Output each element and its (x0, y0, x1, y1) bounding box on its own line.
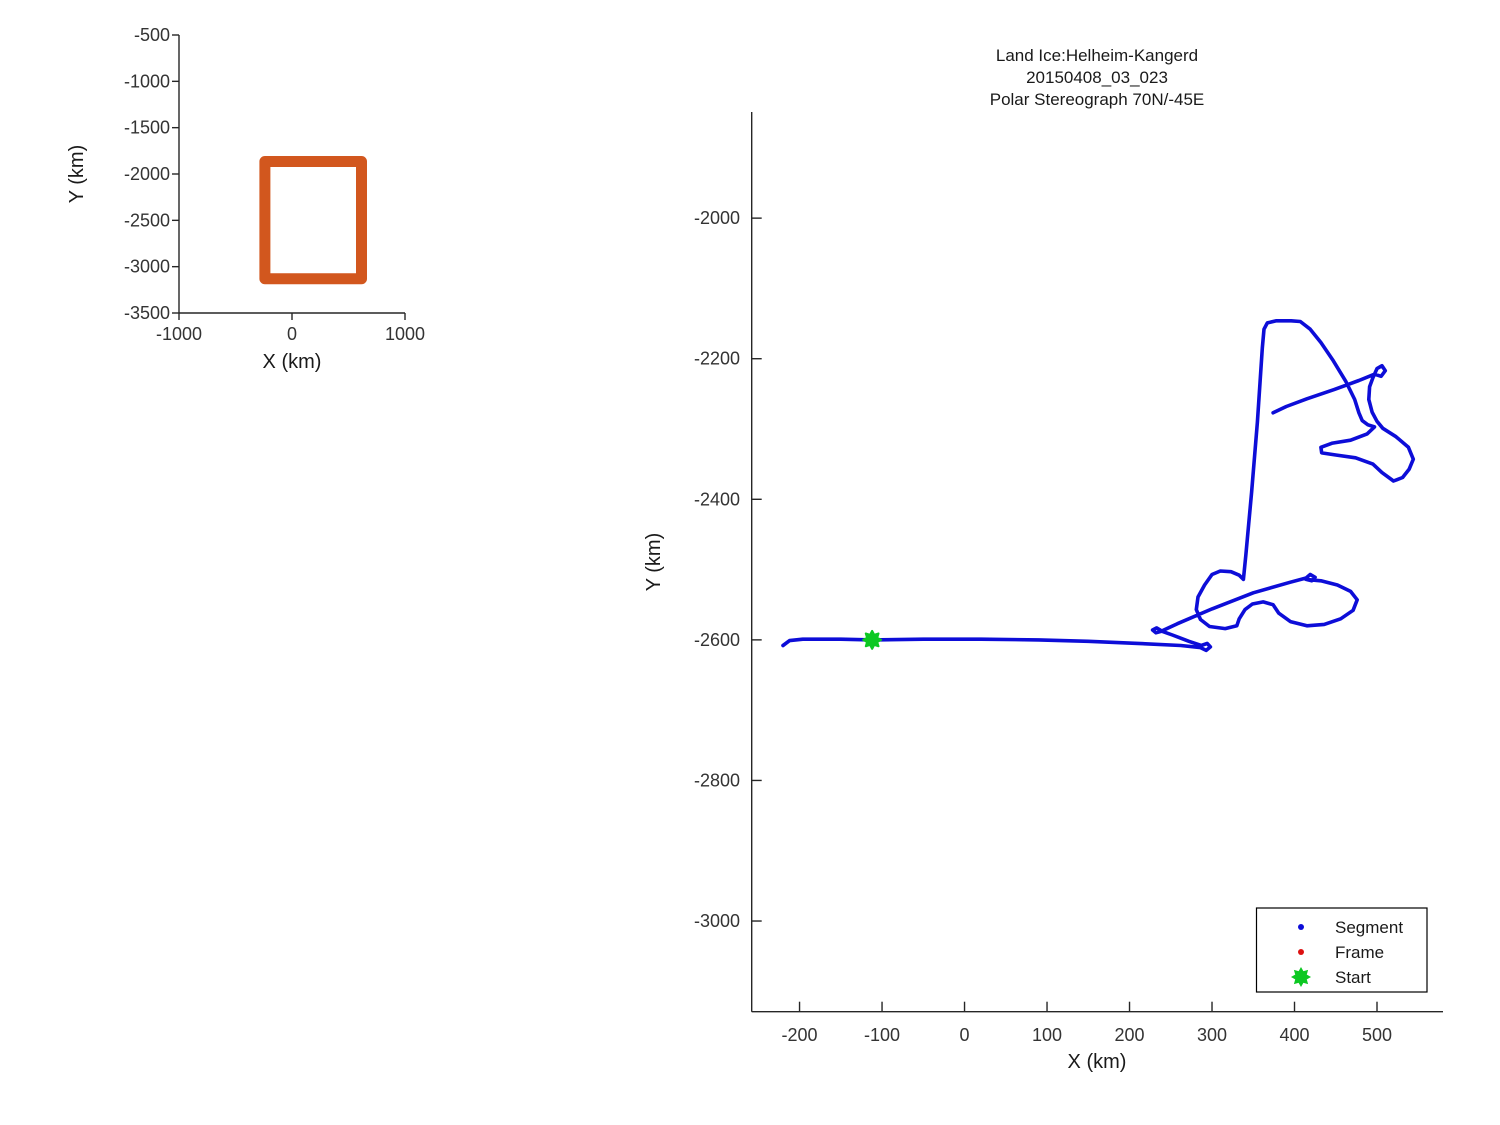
main-title-line-1: Land Ice:Helheim-Kangerd (996, 46, 1198, 65)
main-axes: -200 -100 0 100 200 300 400 500 -2000 -2200 -2400 -… (694, 112, 1443, 1045)
y-tick-label: -1000 (124, 71, 170, 91)
y-tick-label: -500 (134, 25, 170, 45)
y-tick-label: -3000 (124, 257, 170, 277)
overview-plot: -1000 0 1000 -500 -1000 -1500 -2000 -2500 -3000 -… (66, 25, 425, 373)
main-y-axis-label: Y (km) (643, 533, 665, 592)
overview-x-axis-label: X (km) (263, 351, 322, 373)
legend-frame-dot-icon (1298, 949, 1304, 955)
overview-axes: -1000 0 1000 -500 -1000 -1500 -2000 -2500 -3000 -… (124, 25, 425, 344)
y-tick-label: -2400 (694, 489, 740, 509)
coverage-box (259, 156, 367, 285)
x-tick-label: 1000 (385, 324, 425, 344)
legend-box (1255, 907, 1428, 993)
y-tick-label: -3000 (694, 911, 740, 931)
start-marker (862, 629, 883, 650)
main-title-line-2: 20150408_03_023 (1026, 68, 1168, 87)
y-tick-label: -2000 (124, 164, 170, 184)
y-tick-label: -1500 (124, 118, 170, 138)
y-tick-label: -2500 (124, 210, 170, 230)
y-tick-label: -2600 (694, 630, 740, 650)
x-tick-label: 500 (1362, 1025, 1392, 1045)
main-plot: Land Ice:Helheim-Kangerd 20150408_03_023… (643, 46, 1443, 1073)
legend-label-start: Start (1335, 968, 1371, 987)
legend-start-star-icon (1290, 966, 1312, 988)
legend-segment-dot-icon (1298, 924, 1304, 930)
y-tick-label: -2000 (694, 208, 740, 228)
overview-y-axis-label: Y (km) (66, 145, 88, 204)
x-tick-label: -100 (864, 1025, 900, 1045)
x-tick-label: 100 (1032, 1025, 1062, 1045)
y-tick-label: -2200 (694, 349, 740, 369)
main-title-line-3: Polar Stereograph 70N/-45E (990, 90, 1205, 109)
x-tick-label: 200 (1114, 1025, 1144, 1045)
x-tick-label: -1000 (156, 324, 202, 344)
x-tick-label: -200 (782, 1025, 818, 1045)
legend: Segment Frame Start (1255, 907, 1428, 993)
flight-track-line (781, 319, 1416, 653)
legend-label-frame: Frame (1335, 943, 1384, 962)
y-tick-label: -3500 (124, 303, 170, 323)
x-tick-label: 400 (1279, 1025, 1309, 1045)
x-tick-label: 300 (1197, 1025, 1227, 1045)
y-tick-label: -2800 (694, 770, 740, 790)
x-tick-label: 0 (287, 324, 297, 344)
legend-label-segment: Segment (1335, 918, 1403, 937)
main-x-axis-label: X (km) (1068, 1051, 1127, 1073)
x-tick-label: 0 (960, 1025, 970, 1045)
